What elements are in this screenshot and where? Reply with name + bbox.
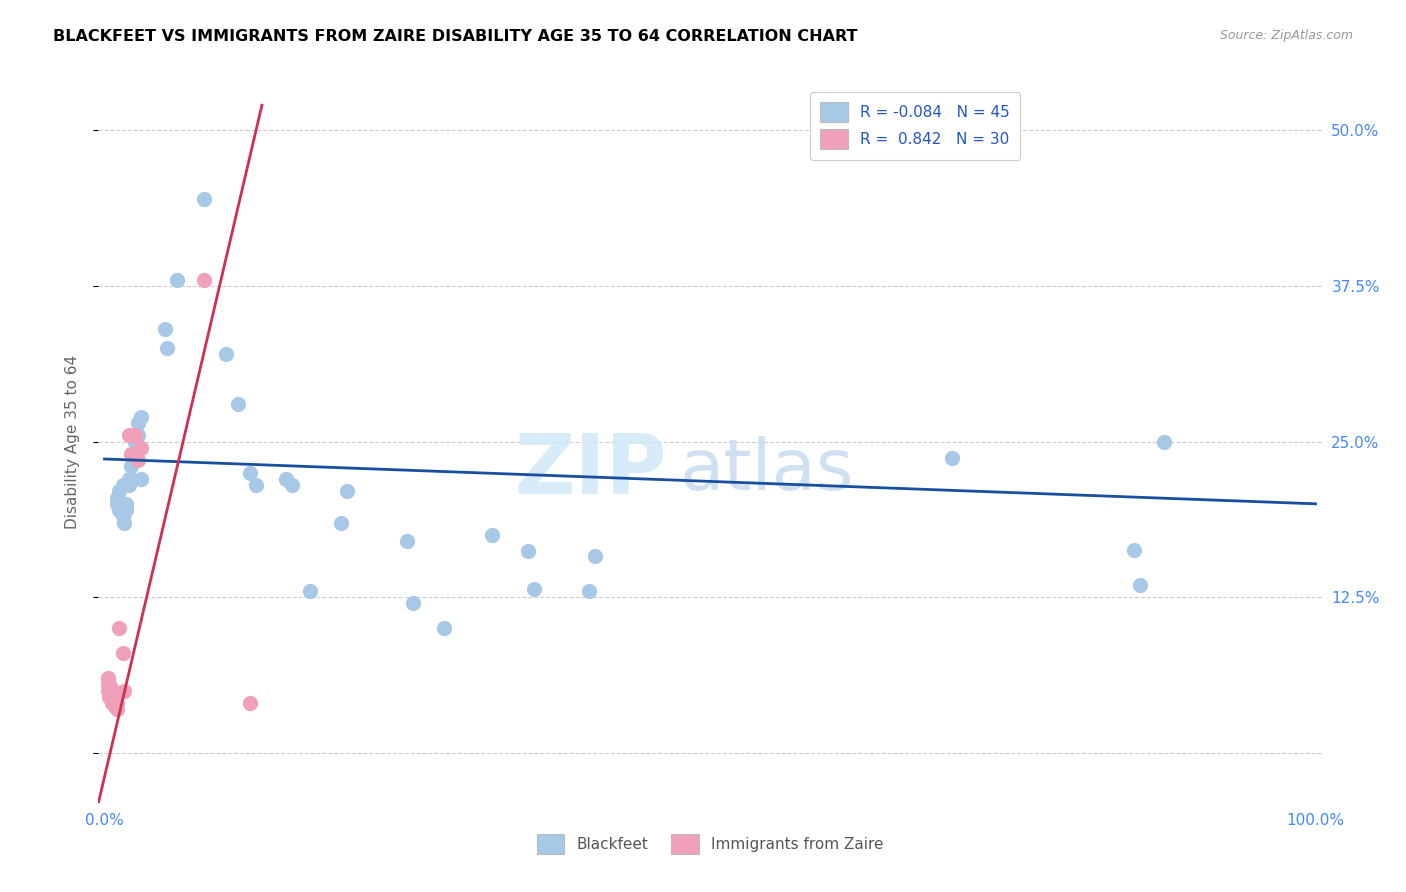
Point xyxy=(329,516,352,530)
Point xyxy=(111,497,134,511)
Point xyxy=(97,683,120,698)
Text: BLACKFEET VS IMMIGRANTS FROM ZAIRE DISABILITY AGE 35 TO 64 CORRELATION CHART: BLACKFEET VS IMMIGRANTS FROM ZAIRE DISAB… xyxy=(53,29,858,45)
Point xyxy=(97,677,120,691)
Point xyxy=(115,497,138,511)
Point xyxy=(276,472,298,486)
Point xyxy=(100,683,122,698)
Point xyxy=(98,690,121,704)
Point xyxy=(941,450,963,465)
Point xyxy=(118,478,141,492)
Point xyxy=(105,696,128,710)
Point xyxy=(111,478,134,492)
Point xyxy=(336,484,359,499)
Point xyxy=(108,503,131,517)
Point xyxy=(193,272,215,286)
Point xyxy=(120,459,142,474)
Point xyxy=(129,409,152,424)
Point xyxy=(108,621,131,635)
Legend: Blackfeet, Immigrants from Zaire: Blackfeet, Immigrants from Zaire xyxy=(530,829,890,860)
Point xyxy=(402,597,425,611)
Point xyxy=(578,584,600,599)
Point xyxy=(100,681,122,696)
Point xyxy=(299,584,322,599)
Point xyxy=(245,478,267,492)
Point xyxy=(432,621,454,635)
Point xyxy=(226,397,249,411)
Point xyxy=(100,690,122,704)
Point xyxy=(105,497,128,511)
Point xyxy=(112,683,135,698)
Point xyxy=(111,646,134,660)
Point xyxy=(1153,434,1175,449)
Point xyxy=(101,692,124,706)
Text: ZIP: ZIP xyxy=(515,430,668,511)
Point xyxy=(239,466,262,480)
Point xyxy=(101,686,124,700)
Point xyxy=(166,272,188,286)
Point xyxy=(105,491,128,505)
Point xyxy=(103,690,125,704)
Point xyxy=(193,192,215,206)
Point xyxy=(127,428,149,442)
Point xyxy=(100,696,122,710)
Point xyxy=(1122,542,1144,557)
Point xyxy=(118,428,141,442)
Point xyxy=(153,322,176,336)
Point xyxy=(124,447,146,461)
Point xyxy=(103,696,125,710)
Point xyxy=(100,692,122,706)
Point xyxy=(120,472,142,486)
Point xyxy=(1129,578,1152,592)
Point xyxy=(108,484,131,499)
Point xyxy=(98,677,121,691)
Point xyxy=(97,671,120,685)
Point xyxy=(105,702,128,716)
Point xyxy=(396,534,419,549)
Point xyxy=(583,549,606,563)
Point xyxy=(481,528,503,542)
Point xyxy=(127,453,149,467)
Point xyxy=(100,686,122,700)
Point xyxy=(129,441,152,455)
Point xyxy=(214,347,236,361)
Point xyxy=(517,544,540,558)
Point xyxy=(118,472,141,486)
Point xyxy=(127,416,149,430)
Point xyxy=(98,683,121,698)
Point xyxy=(239,696,262,710)
Point xyxy=(104,692,127,706)
Point xyxy=(112,516,135,530)
Point xyxy=(124,434,146,449)
Point xyxy=(156,341,179,355)
Point xyxy=(523,582,546,596)
Text: Source: ZipAtlas.com: Source: ZipAtlas.com xyxy=(1219,29,1353,43)
Point xyxy=(115,503,138,517)
Point xyxy=(129,472,152,486)
Y-axis label: Disability Age 35 to 64: Disability Age 35 to 64 xyxy=(65,354,80,529)
Point xyxy=(104,698,127,713)
Point xyxy=(281,478,304,492)
Point xyxy=(124,428,146,442)
Text: atlas: atlas xyxy=(679,436,853,505)
Point xyxy=(111,509,134,524)
Point xyxy=(120,447,142,461)
